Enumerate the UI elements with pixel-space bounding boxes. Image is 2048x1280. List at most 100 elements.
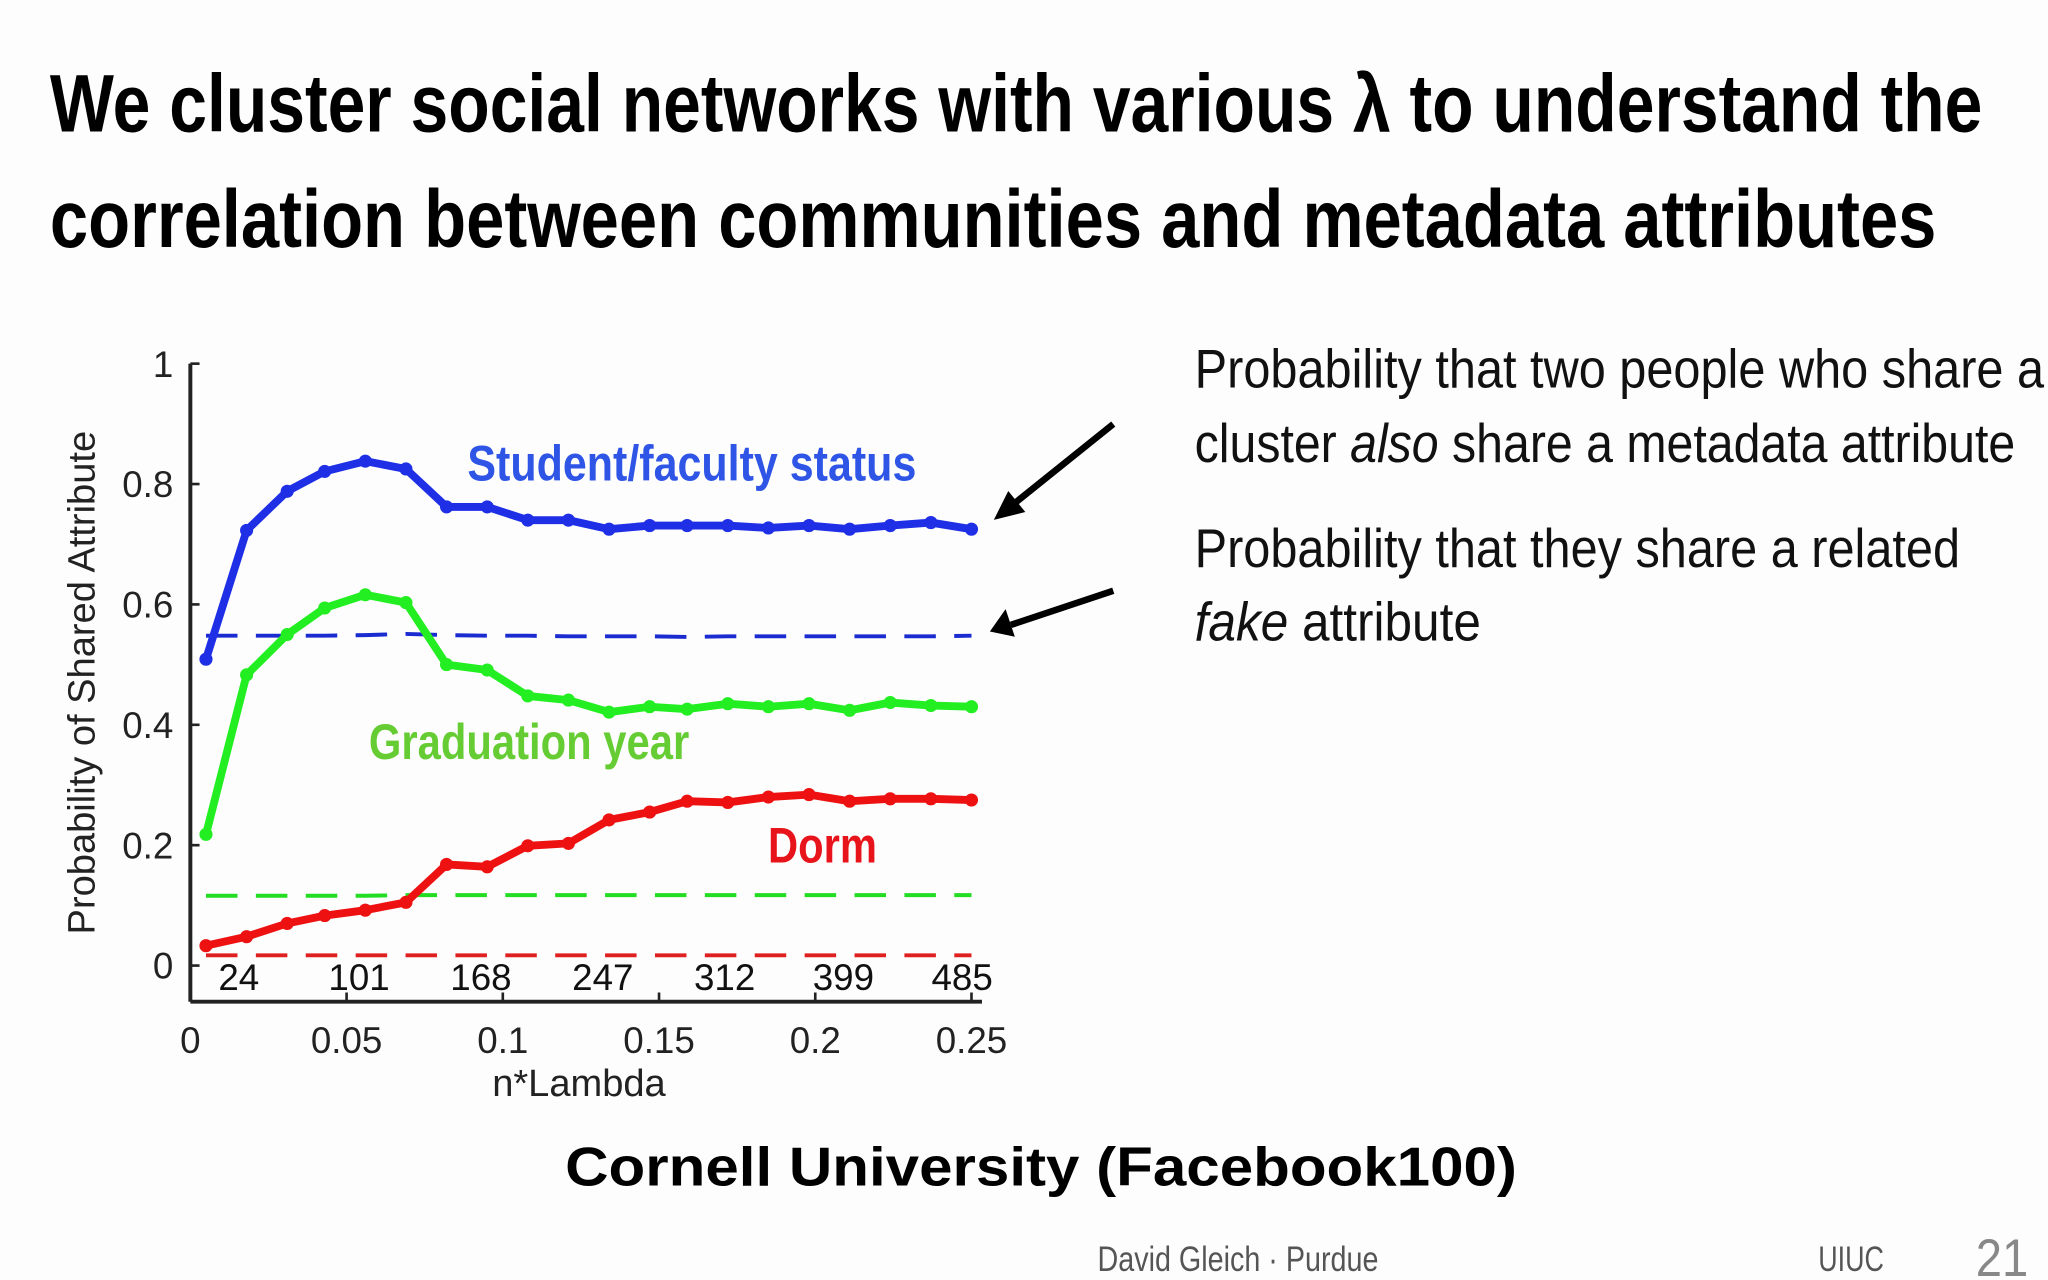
cluster-count-label: 168 <box>450 957 511 998</box>
data-point <box>399 596 413 610</box>
y-tick-label: 1 <box>153 344 173 385</box>
data-point <box>843 522 857 536</box>
reference-line <box>205 631 972 639</box>
note-text: cluster <box>1195 412 1350 474</box>
y-tick-label: 0.2 <box>122 825 173 866</box>
y-tick-label: 0.6 <box>122 585 173 626</box>
note-text: attribute <box>1288 591 1481 653</box>
data-point <box>280 484 294 498</box>
data-point <box>883 792 897 806</box>
data-point <box>199 652 213 666</box>
data-point <box>280 627 294 642</box>
data-point <box>643 700 657 714</box>
title-line: We cluster social networks with various … <box>50 58 1982 149</box>
data-point <box>924 698 938 713</box>
data-point <box>964 522 979 536</box>
series-label: Student/faculty status <box>467 435 916 491</box>
data-point <box>199 827 213 841</box>
x-tick-label: 0.15 <box>623 1020 695 1061</box>
data-point <box>480 860 494 874</box>
arrows <box>989 421 1116 637</box>
data-point <box>924 515 938 530</box>
series-line <box>205 790 972 950</box>
data-point <box>883 519 897 533</box>
data-point <box>240 523 254 537</box>
data-point <box>440 658 454 672</box>
data-point <box>561 513 575 527</box>
data-point <box>802 697 816 711</box>
data-point <box>318 909 332 923</box>
note-line: cluster also share a metadata attribute <box>1195 412 2016 474</box>
data-point <box>318 601 332 615</box>
data-point <box>964 700 979 714</box>
data-point <box>399 895 413 909</box>
cluster-count-label: 24 <box>218 957 259 998</box>
note-line: fake attribute <box>1195 591 1481 653</box>
note-emphasis: fake <box>1195 591 1289 653</box>
data-point <box>602 522 616 536</box>
data-point <box>240 668 254 682</box>
note-line: Probability that they share a related <box>1195 517 1960 579</box>
data-point <box>761 521 775 535</box>
data-point <box>521 513 535 527</box>
data-point <box>440 500 454 514</box>
data-point <box>643 519 657 533</box>
note-text: share a metadata attribute <box>1439 412 2016 474</box>
x-tick-label: 0 <box>180 1020 200 1061</box>
data-point <box>883 695 897 710</box>
data-point <box>358 903 372 917</box>
cluster-count-label: 485 <box>931 957 992 998</box>
data-point <box>199 939 213 953</box>
note-text: Probability that two people who share a <box>1195 337 2045 399</box>
x-tick-label: 0.25 <box>936 1020 1008 1061</box>
data-point <box>721 697 735 711</box>
footer-author: David Gleich · Purdue <box>1098 1239 1379 1279</box>
data-point <box>680 702 694 716</box>
data-point <box>399 462 413 476</box>
x-tick-label: 0.1 <box>477 1020 528 1061</box>
data-point <box>802 519 816 533</box>
x-axis-label: n*Lambda <box>492 1063 666 1105</box>
data-point <box>721 795 735 810</box>
data-point <box>521 839 535 853</box>
x-tick-label: 0.05 <box>311 1020 383 1061</box>
y-tick-label: 0.8 <box>122 464 173 505</box>
data-point <box>643 805 657 819</box>
data-point <box>680 794 694 808</box>
series-label: Graduation year <box>369 714 689 770</box>
series-line <box>202 457 973 661</box>
data-point <box>924 792 938 806</box>
reference-line <box>205 893 972 898</box>
data-point <box>440 857 454 872</box>
series-label: Dorm <box>768 818 877 874</box>
caption: Cornell University (Facebook100) <box>565 1135 1517 1197</box>
data-point <box>280 916 294 930</box>
title-line: correlation between communities and meta… <box>50 174 1937 265</box>
data-point <box>480 663 494 677</box>
cluster-count-label: 247 <box>572 957 633 998</box>
data-point <box>761 700 775 714</box>
data-point <box>602 813 616 827</box>
cluster-count-label: 312 <box>694 957 755 998</box>
cluster-count-label: 399 <box>813 957 874 998</box>
y-tick-label: 0.4 <box>122 705 173 746</box>
y-tick-label: 0 <box>153 946 173 987</box>
data-point <box>843 794 857 808</box>
data-point <box>680 519 694 533</box>
data-point <box>358 454 372 468</box>
data-point <box>761 790 775 804</box>
data-point <box>358 588 372 602</box>
data-point <box>561 693 575 707</box>
x-tick-label: 0.2 <box>790 1020 841 1061</box>
cluster-count-label: 101 <box>328 957 389 998</box>
data-point <box>721 519 735 533</box>
y-axis-label: Probability of Shared Attribute <box>62 431 104 935</box>
data-point <box>521 689 535 703</box>
data-point <box>602 705 616 719</box>
data-point <box>480 500 494 514</box>
note-line: Probability that two people who share a <box>1195 337 2045 399</box>
data-point <box>802 788 816 802</box>
data-point <box>964 793 979 807</box>
